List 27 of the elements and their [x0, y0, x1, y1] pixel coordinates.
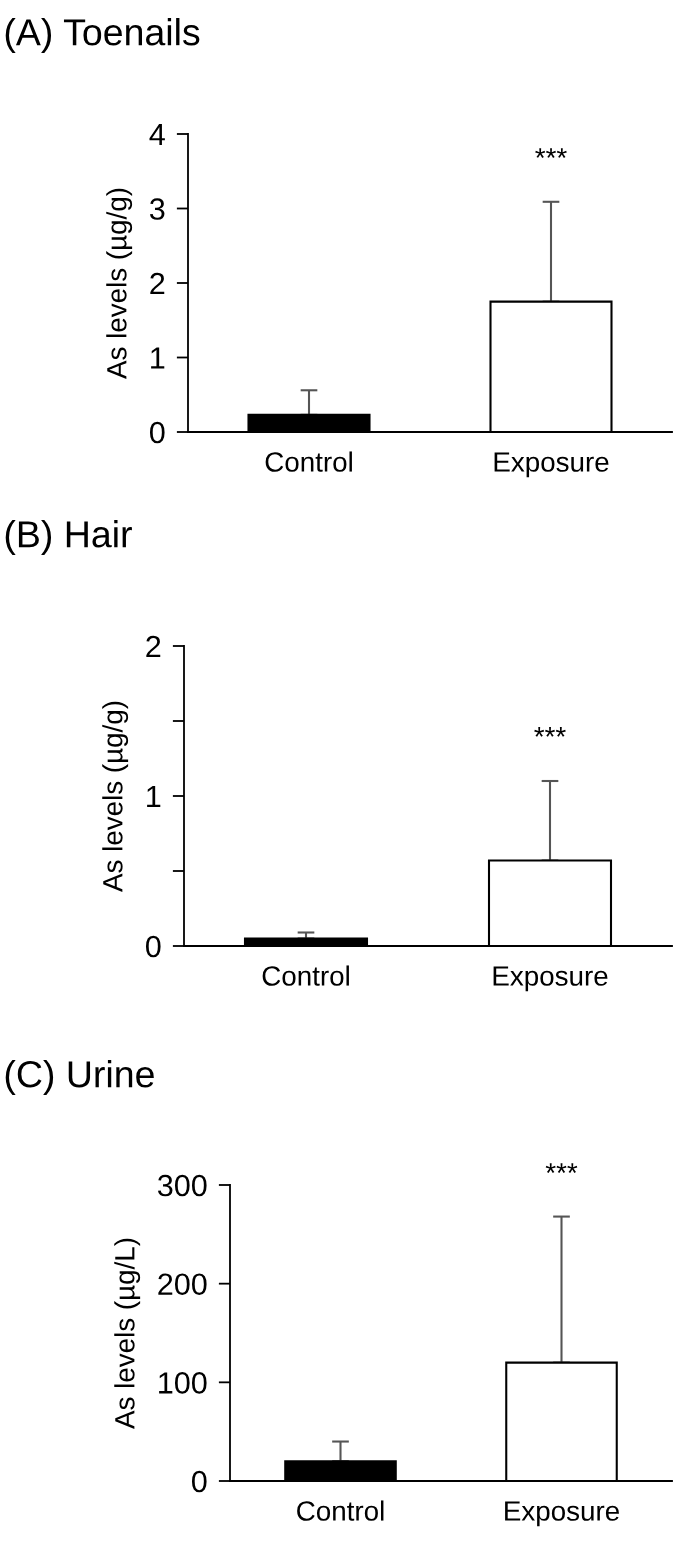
y-tick-label: 100	[159, 1372, 207, 1394]
y-axis-title: As levels (µg/g)	[106, 188, 133, 379]
y-tick-label: 1	[151, 347, 165, 369]
y-axis-title: As levels (µg/L)	[114, 1238, 141, 1429]
x-tick-label: Exposure	[494, 452, 609, 478]
y-tick-label: 3	[149, 198, 165, 220]
y-axis-title: As levels (µg/g)	[102, 701, 129, 892]
y-tick-label: 2	[146, 635, 161, 658]
y-tick-label: 0	[145, 935, 161, 958]
y-tick-label: 300	[157, 1174, 207, 1197]
chart-title: (B) Hair	[5, 520, 132, 555]
annotation: ***	[535, 148, 567, 158]
chart-title: (A) Toenails	[5, 18, 200, 53]
text: ***	[545, 1163, 578, 1173]
x-tick-label: Control	[262, 965, 349, 986]
y-tick-label: 4	[149, 124, 165, 146]
y-tick-label: 2	[150, 272, 165, 295]
y-tick-label: 200	[158, 1273, 207, 1296]
x-tick-label: Exposure	[493, 966, 608, 992]
annotation: ***	[534, 727, 566, 737]
x-tick-label: Control	[297, 1500, 384, 1521]
y-tick-label: 1	[147, 786, 161, 808]
y-tick-label: 0	[149, 421, 165, 444]
x-tick-label: Control	[265, 451, 352, 472]
chart-title: (C) Urine	[5, 1060, 154, 1095]
x-tick-label: Exposure	[505, 1501, 619, 1527]
y-tick-label: 0	[191, 1470, 207, 1493]
